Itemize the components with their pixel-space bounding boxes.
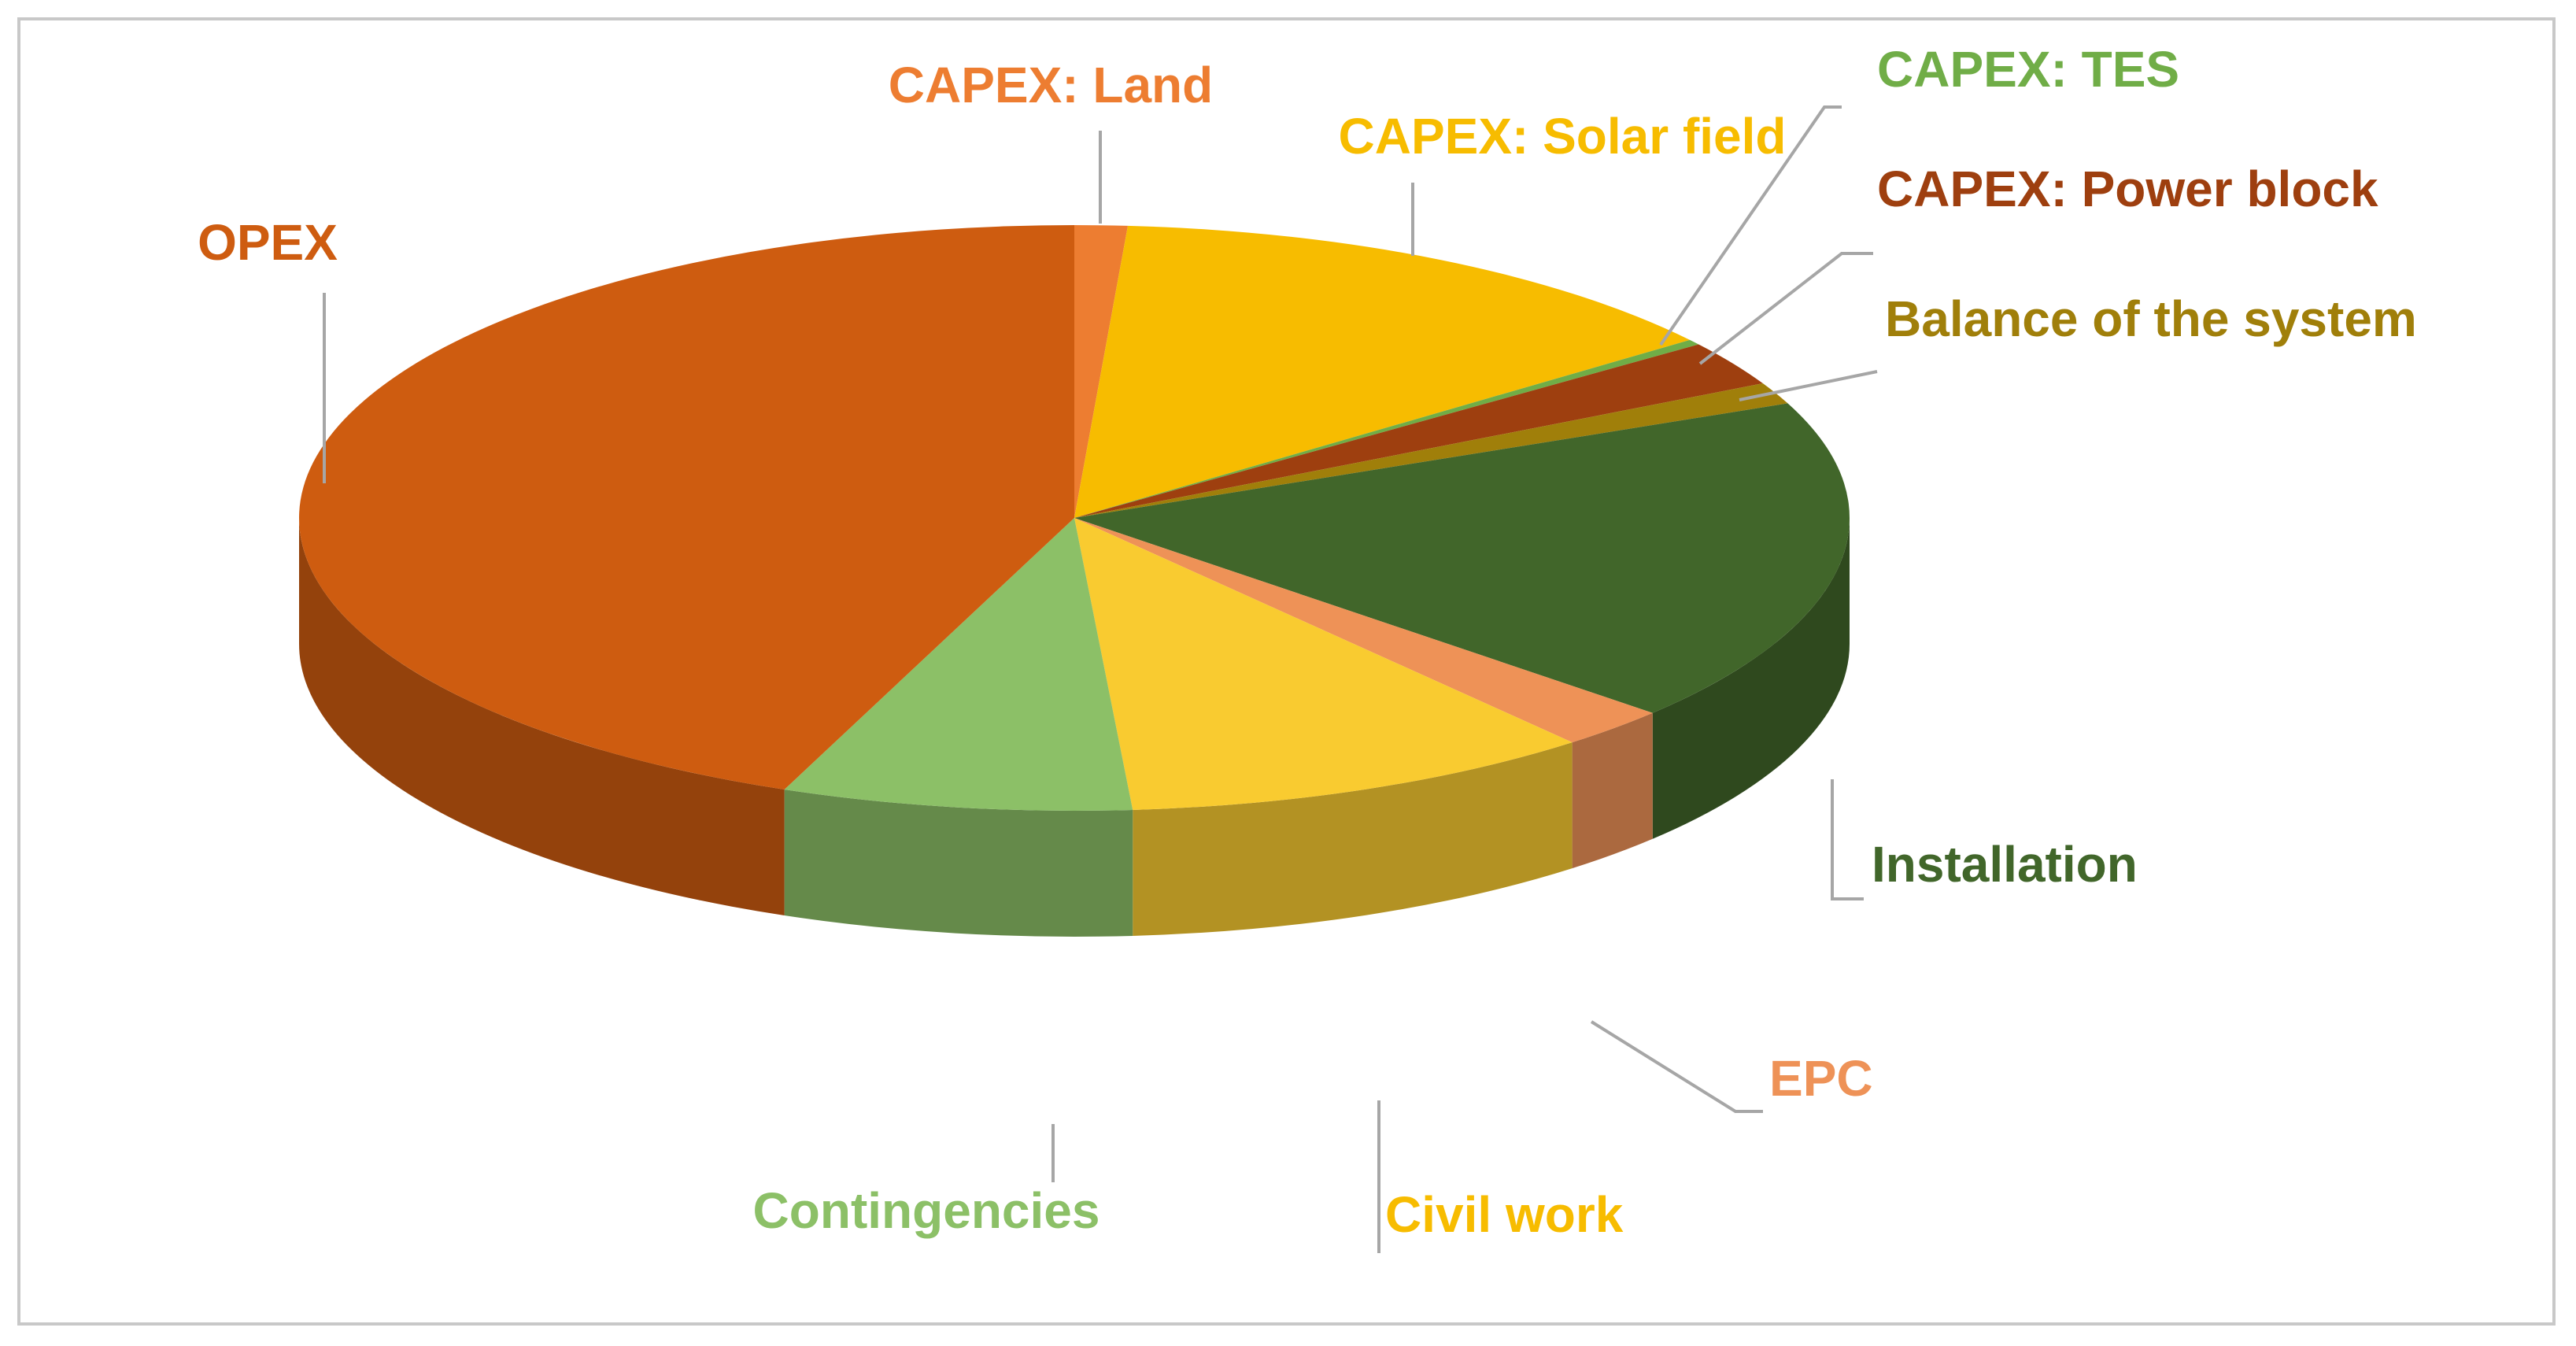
slice-labels: CAPEX: Land CAPEX: Solar field CAPEX: TES C… bbox=[198, 41, 2417, 1243]
pie-slice-side bbox=[784, 789, 1133, 937]
pie-slice bbox=[1074, 339, 1699, 518]
leader-line bbox=[1698, 252, 1873, 365]
leader-line bbox=[1659, 105, 1842, 346]
slice-label: CAPEX: Power block bbox=[1877, 161, 2378, 217]
pie-slice-side bbox=[1572, 712, 1653, 869]
pie-slice bbox=[1074, 344, 1763, 518]
slice-label: OPEX bbox=[198, 214, 338, 271]
pie-slice bbox=[1074, 383, 1788, 518]
pie-slice bbox=[298, 225, 1074, 790]
slice-label: Installation bbox=[1872, 836, 2138, 893]
leader-line bbox=[1739, 370, 1878, 401]
pie-slice bbox=[1074, 225, 1129, 518]
slice-label: CAPEX: TES bbox=[1877, 41, 2179, 98]
pie-slice bbox=[1074, 518, 1573, 810]
slice-label: Contingencies bbox=[753, 1182, 1100, 1239]
slice-label: CAPEX: Solar field bbox=[1339, 108, 1787, 165]
leader-line bbox=[1590, 1020, 1763, 1113]
slice-label: Civil work bbox=[1385, 1186, 1624, 1243]
pie-slice bbox=[1074, 403, 1850, 713]
pie-slice bbox=[1074, 225, 1691, 518]
slice-label: Balance of the system bbox=[1885, 290, 2417, 347]
pie-sides bbox=[298, 518, 1850, 937]
pie-slice bbox=[1074, 518, 1653, 743]
pie-slice-side bbox=[1133, 742, 1573, 936]
slice-label: CAPEX: Land bbox=[889, 57, 1213, 113]
pie-slice bbox=[784, 518, 1133, 811]
pie-slice-side bbox=[1652, 518, 1850, 839]
leader-lines bbox=[323, 105, 1878, 1253]
pie-slice-side bbox=[298, 518, 785, 916]
slice-label: EPC bbox=[1769, 1050, 1873, 1107]
pie-tops bbox=[298, 225, 1850, 811]
leader-line bbox=[1831, 779, 1864, 900]
